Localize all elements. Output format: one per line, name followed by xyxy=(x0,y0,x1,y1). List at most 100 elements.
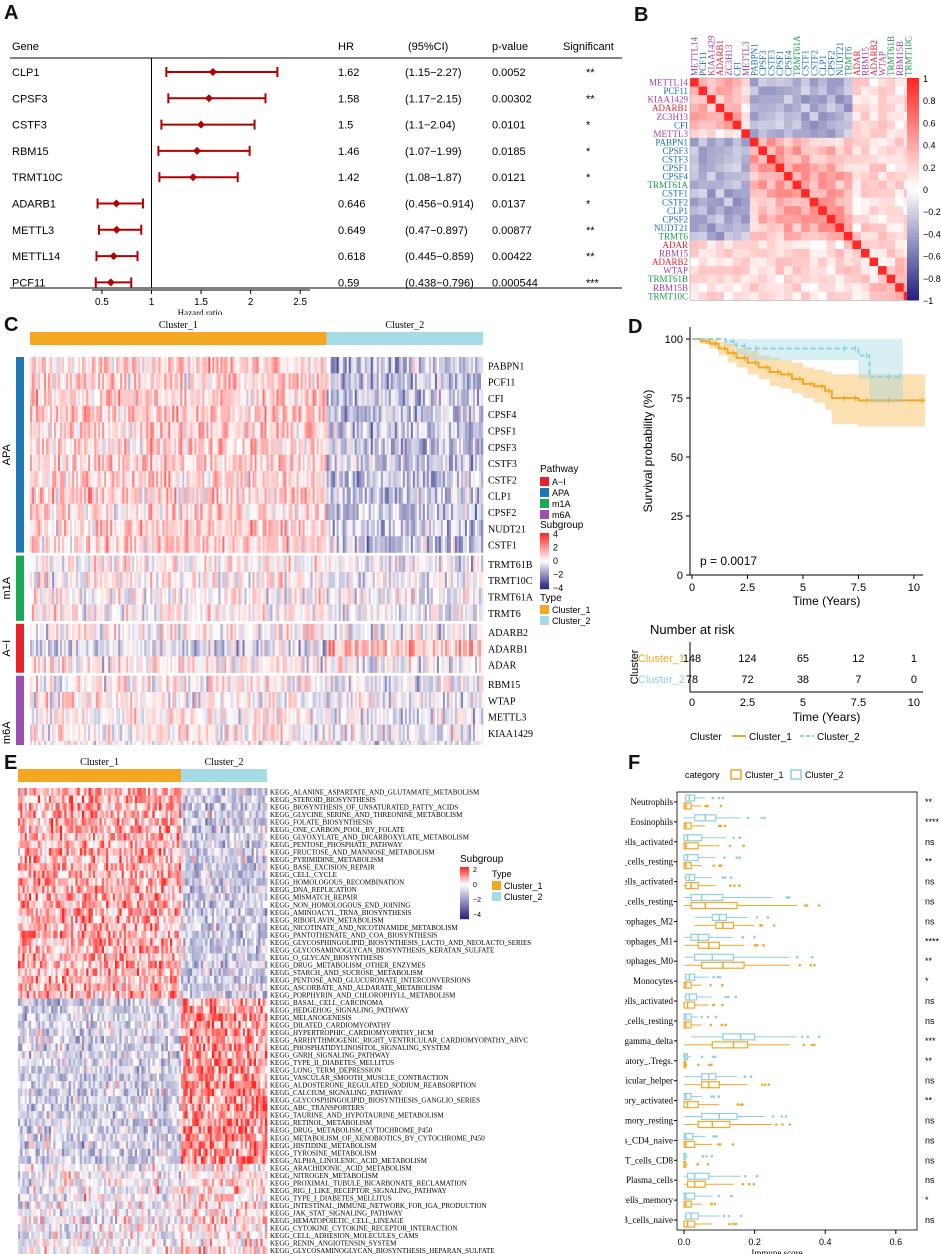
heat-cell xyxy=(152,487,155,504)
heat-cell xyxy=(354,373,358,390)
corr-cell xyxy=(835,266,845,275)
heat-cell xyxy=(254,604,257,621)
heat-cell xyxy=(430,588,434,605)
heat-cell xyxy=(162,422,165,439)
header-sig: Significant xyxy=(563,41,614,53)
heat-cell xyxy=(432,405,436,423)
heat-cell xyxy=(298,623,301,641)
heat-cell xyxy=(336,536,339,553)
heat-cell xyxy=(468,520,472,537)
pathway-bar xyxy=(16,357,24,553)
corr-cell xyxy=(835,112,845,121)
heat-cell xyxy=(304,438,307,455)
col-gene-label: TRMT61A xyxy=(792,35,802,76)
heat-cell xyxy=(172,640,175,657)
heat-cell xyxy=(220,571,223,589)
heat-cell xyxy=(356,571,360,589)
heat-cell xyxy=(258,405,261,423)
heat-cell xyxy=(232,357,235,374)
heat-cell xyxy=(128,373,131,390)
heat-cell xyxy=(272,536,275,553)
heat-cell xyxy=(232,623,235,641)
heat-cell xyxy=(332,487,335,504)
heat-cell xyxy=(90,357,93,374)
heat-cell xyxy=(128,422,131,439)
heat-cell xyxy=(372,454,376,472)
heat-cell xyxy=(278,471,281,488)
heat-cell xyxy=(134,389,137,407)
heat-cell xyxy=(262,422,265,439)
heat-cell xyxy=(250,520,253,537)
heat-cell xyxy=(452,438,456,455)
heat-cell xyxy=(320,503,323,521)
heat-cell xyxy=(142,520,145,537)
heat-cell xyxy=(294,389,297,407)
heat-cell xyxy=(254,454,257,472)
col-gene-label: METTL14 xyxy=(690,37,700,76)
corr-cell xyxy=(886,180,896,190)
corr-cell xyxy=(715,223,725,233)
heat-cell xyxy=(308,640,311,657)
corr-cell xyxy=(707,214,716,224)
heat-cell xyxy=(366,571,370,589)
heat-cell xyxy=(72,405,75,423)
col-gene-label: ADARB2 xyxy=(869,40,879,76)
heat-cell xyxy=(420,438,424,455)
heat-cell xyxy=(434,571,438,589)
heat-cell xyxy=(460,640,464,657)
heat-cell xyxy=(318,438,321,455)
corr-cell xyxy=(826,223,836,233)
heat-cell xyxy=(66,357,69,374)
heat-cell xyxy=(384,571,388,589)
corr-cell xyxy=(724,86,733,96)
heat-cell xyxy=(62,536,65,553)
heat-cell xyxy=(164,536,167,553)
heat-cell xyxy=(36,454,39,472)
heat-cell xyxy=(270,536,273,553)
heat-cell xyxy=(304,487,307,504)
corr-cell xyxy=(698,189,708,198)
heat-cell xyxy=(150,422,153,439)
colorbar-tick: −0.8 xyxy=(923,274,941,284)
heat-cell xyxy=(250,357,253,374)
heat-cell xyxy=(168,373,171,390)
heat-cell xyxy=(266,640,269,657)
heat-cell xyxy=(110,555,113,573)
heat-cell xyxy=(242,520,245,537)
heat-cell xyxy=(226,604,229,621)
heat-cell xyxy=(96,405,99,423)
heat-cell xyxy=(80,555,83,573)
heat-cell xyxy=(390,454,394,472)
heat-cell xyxy=(456,503,460,521)
heat-cell xyxy=(340,438,343,455)
heat-cell xyxy=(96,487,99,504)
heat-cell xyxy=(250,623,253,641)
heat-cell xyxy=(136,487,139,504)
corr-cell xyxy=(792,112,802,121)
heat-cell xyxy=(226,405,229,423)
corr-cell xyxy=(690,240,699,250)
heat-cell xyxy=(130,588,133,605)
heat-cell xyxy=(154,487,157,504)
heat-cell xyxy=(62,640,65,657)
heat-cell xyxy=(116,555,119,573)
heat-cell xyxy=(350,640,354,657)
heat-cell xyxy=(266,454,269,472)
heat-cell xyxy=(376,555,380,573)
heat-cell xyxy=(206,555,209,573)
heat-cell xyxy=(148,454,151,472)
heat-cell xyxy=(272,487,275,504)
heat-cell xyxy=(144,405,147,423)
corr-cell xyxy=(869,257,879,267)
heat-cell xyxy=(352,536,356,553)
heat-cell xyxy=(444,471,448,488)
heat-cell xyxy=(244,604,247,621)
corr-cell xyxy=(861,137,870,147)
heat-cell xyxy=(118,357,121,374)
heat-cell xyxy=(418,438,422,455)
heat-cell xyxy=(226,373,229,390)
heat-cell xyxy=(210,438,213,455)
heat-cell xyxy=(424,604,428,621)
heat-cell xyxy=(78,520,81,537)
heat-cell xyxy=(358,405,362,423)
